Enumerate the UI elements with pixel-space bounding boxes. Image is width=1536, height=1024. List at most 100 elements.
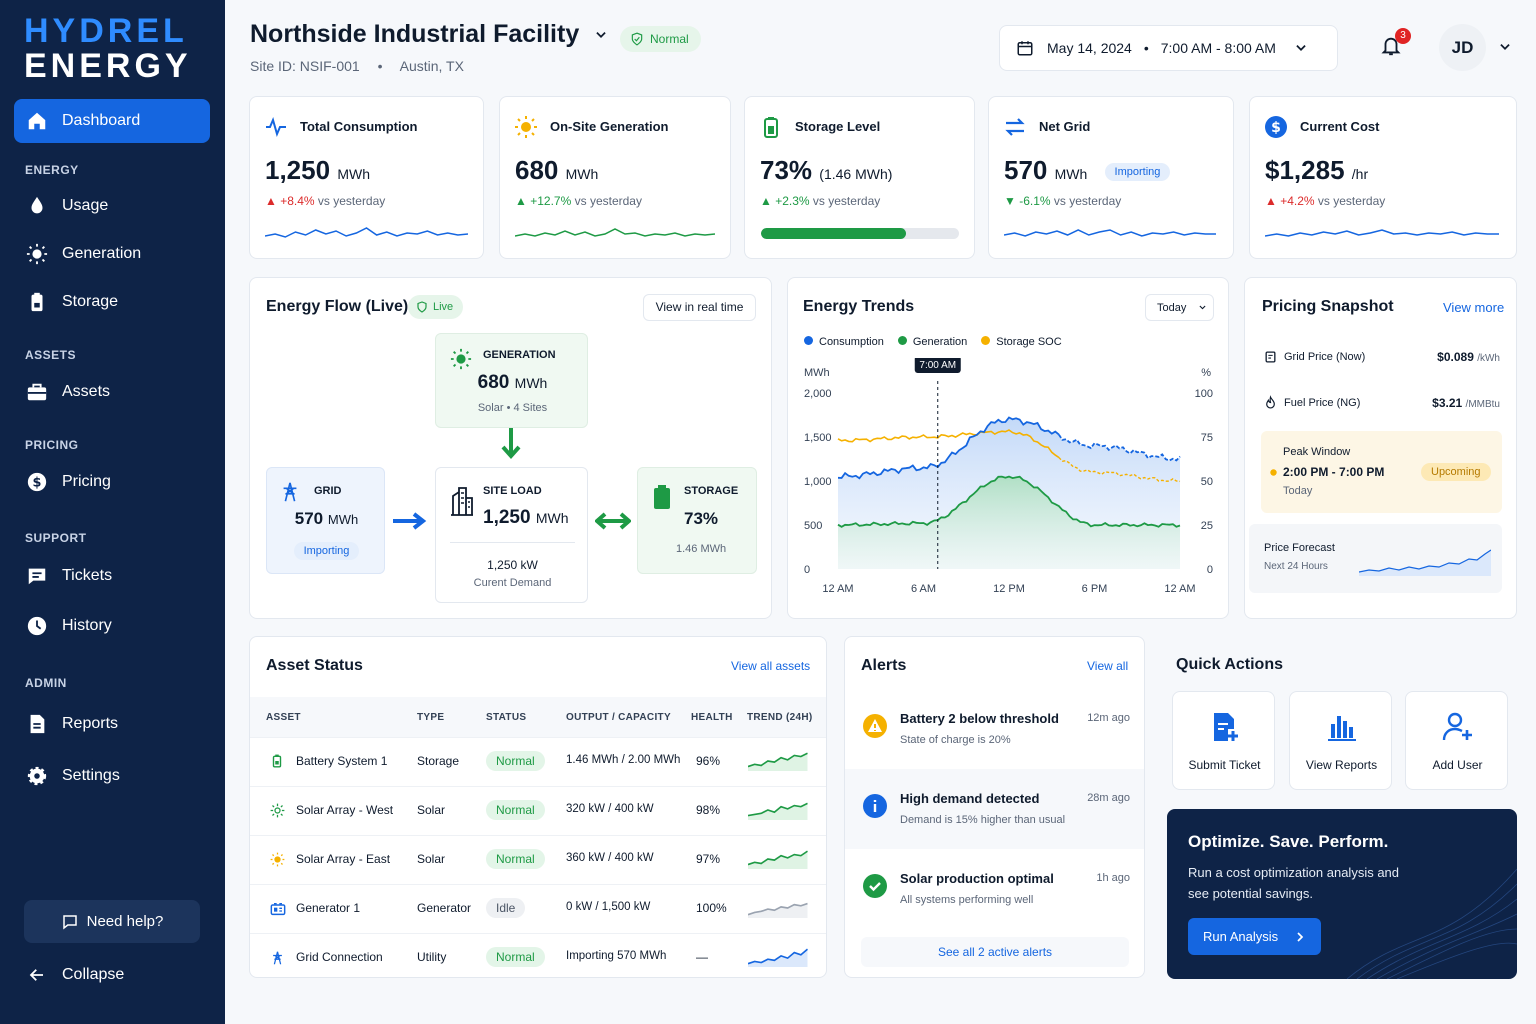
asset-status-badge: Normal	[486, 751, 545, 771]
kpi-on-site-generation[interactable]: On-Site Generation 680 MWh ▲ +12.7% vs y…	[499, 96, 731, 259]
need-help-button[interactable]: Need help?	[24, 900, 200, 943]
peak-window-day: Today	[1283, 485, 1313, 497]
kpi-total-consumption[interactable]: Total Consumption 1,250 MWh ▲ +8.4% vs y…	[249, 96, 484, 259]
energy-flow-title: Energy Flow (Live)	[266, 298, 409, 315]
asset-row[interactable]: Generator 1 Generator Idle 0 kW / 1,500 kW 1…	[250, 884, 826, 933]
kpi-title: Net Grid	[1039, 119, 1091, 134]
nav-assets-label: Assets	[62, 383, 111, 400]
price-forecast-card[interactable]: Price Forecast Next 24 Hours	[1249, 524, 1502, 593]
flow-generation-node[interactable]: GENERATION 680 MWh Solar • 4 Sites	[435, 333, 588, 428]
asset-status-panel: Asset Status View all assets ASSET TYPE …	[249, 636, 827, 978]
energy-trends-chart[interactable]: MWh % 2,000 1,500 1,000 500 0 100 75 50 25 0 12 AM 6 …	[788, 358, 1230, 598]
arrow-right-icon	[393, 512, 427, 530]
collapse-button[interactable]: Collapse	[28, 966, 124, 984]
asset-output: 320 kW / 400 kW	[566, 803, 654, 815]
nav-section-pricing: PRICING	[25, 438, 79, 452]
sun-icon	[1270, 469, 1277, 476]
date-time-picker[interactable]: May 14, 2024 • 7:00 AM - 8:00 AM	[999, 25, 1338, 71]
asset-name: Grid Connection	[296, 950, 383, 964]
chevron-down-icon[interactable]	[1498, 40, 1512, 54]
nav-settings[interactable]: Settings	[14, 754, 210, 798]
promo-text: Run a cost optimization analysis and see …	[1188, 865, 1400, 901]
nav-storage[interactable]: Storage	[14, 280, 210, 324]
peak-window-card[interactable]: Peak Window 2:00 PM - 7:00 PM Today Upco…	[1261, 431, 1502, 513]
nav-dashboard[interactable]: Dashboard	[14, 99, 210, 143]
asset-row[interactable]: Solar Array - West Solar Normal 320 kW / 40…	[250, 786, 826, 835]
site-location: Austin, TX	[399, 58, 464, 74]
submit-ticket-button[interactable]: Submit Ticket	[1172, 691, 1275, 790]
view-all-assets-link[interactable]: View all assets	[731, 659, 811, 673]
alert-title: High demand detected	[900, 791, 1040, 806]
view-all-alerts-link[interactable]: View all	[1087, 659, 1129, 673]
nav-assets[interactable]: Assets	[14, 370, 210, 414]
time-marker-badge	[914, 358, 961, 373]
asset-type: Solar	[417, 852, 446, 866]
see-all-alerts-button[interactable]: See all 2 active alerts	[861, 937, 1129, 967]
asset-name: Battery System 1	[296, 754, 388, 768]
nav-pricing[interactable]: $ Pricing	[14, 460, 210, 504]
notifications-button[interactable]: 3	[1380, 28, 1411, 60]
storage-node-value: 73%	[684, 509, 719, 528]
y-tick-label-right: 75	[1201, 432, 1213, 444]
sparkline	[265, 227, 468, 238]
kpi-net-grid[interactable]: Net Grid 570 MWh Importing ▼ -6.1% vs ye…	[988, 96, 1234, 259]
asset-trend-sparkline	[748, 850, 808, 869]
legend-generation: Generation	[897, 336, 967, 348]
add-user-button[interactable]: Add User	[1405, 691, 1508, 790]
asset-type: Storage	[417, 754, 460, 768]
asset-icon-wrap	[270, 803, 285, 821]
warning-icon	[863, 714, 887, 738]
alert-title: Battery 2 below threshold	[900, 711, 1059, 726]
alert-item[interactable]: Battery 2 below threshold State of charg…	[845, 689, 1144, 769]
trends-range-select[interactable]: Today	[1145, 294, 1214, 321]
kpi-delta: ▼ -6.1% vs yesterday	[1004, 194, 1122, 208]
flow-grid-node[interactable]: GRID 570 MWh Importing	[266, 467, 385, 574]
upcoming-badge: Upcoming	[1421, 463, 1491, 481]
asset-health: 100%	[696, 901, 727, 915]
brand-logo[interactable]: HYDREL ENERGY	[24, 12, 192, 85]
battery-icon	[272, 754, 282, 768]
asset-output: 0 kW / 1,500 kW	[566, 901, 651, 913]
alert-item[interactable]: Solar production optimal All systems per…	[845, 849, 1144, 929]
power-tower-icon	[273, 951, 282, 965]
storage-node-sub: 1.46 MWh	[676, 543, 727, 555]
pricing-view-more-link[interactable]: View more	[1443, 300, 1505, 315]
flow-storage-node[interactable]: STORAGE 73% 1.46 MWh	[637, 467, 757, 574]
kpi-current-cost[interactable]: $ Current Cost $1,285 /hr ▲ +4.2% vs yes…	[1249, 96, 1517, 259]
time-marker-label: 7:00 AM	[919, 360, 956, 371]
kpi-storage-level[interactable]: Storage Level 73% (1.46 MWh) ▲ +2.3% vs …	[744, 96, 975, 259]
x-tick-label: 6 PM	[1082, 583, 1108, 595]
asset-status-badge: Normal	[486, 849, 545, 869]
nav-generation-label: Generation	[62, 245, 142, 262]
alert-item[interactable]: High demand detected Demand is 15% highe…	[845, 769, 1144, 849]
run-analysis-button[interactable]: Run Analysis	[1188, 918, 1321, 955]
nav-tickets[interactable]: Tickets	[14, 554, 210, 598]
nav-reports[interactable]: Reports	[14, 702, 210, 746]
nav-history[interactable]: History	[14, 604, 210, 648]
asset-type: Generator	[417, 901, 472, 915]
facility-title[interactable]: Northside Industrial Facility	[250, 20, 608, 49]
nav-usage[interactable]: Usage	[14, 184, 210, 228]
avatar[interactable]: JD	[1439, 24, 1486, 71]
asset-output: 360 kW / 400 kW	[566, 852, 654, 864]
asset-row[interactable]: Solar Array - East Solar Normal 360 kW / 40…	[250, 835, 826, 884]
live-badge: Live	[408, 295, 464, 319]
flow-site-load-node[interactable]: SITE LOAD 1,250 MWh 1,250 kW Curent Dema…	[435, 467, 588, 603]
asset-row[interactable]: Battery System 1 Storage Normal 1.46 MWh / …	[250, 737, 826, 786]
view-reports-button[interactable]: View Reports	[1289, 691, 1392, 790]
asset-row[interactable]: Grid Connection Utility Normal Importing 57…	[250, 933, 826, 977]
sidebar: HYDREL ENERGY Dashboard ENERGY Usage Gen…	[0, 0, 225, 1024]
asset-type: Utility	[417, 950, 447, 964]
generation-node-sub: Solar • 4 Sites	[477, 402, 548, 414]
selected-time-range: 7:00 AM - 8:00 AM	[1160, 40, 1276, 56]
legend-storage-soc: Storage SOC	[981, 336, 1062, 348]
nav-section-assets: ASSETS	[25, 348, 77, 362]
chevron-down-icon[interactable]	[594, 28, 608, 42]
y-tick-label-left: 0	[804, 564, 810, 576]
notification-count-badge: 3	[1395, 28, 1411, 44]
need-help-label: Need help?	[86, 913, 164, 930]
view-real-time-button[interactable]: View in real time	[643, 294, 756, 321]
nav-generation[interactable]: Generation	[14, 232, 210, 276]
info-icon	[863, 794, 887, 818]
y-axis-label-left: MWh	[804, 367, 830, 379]
